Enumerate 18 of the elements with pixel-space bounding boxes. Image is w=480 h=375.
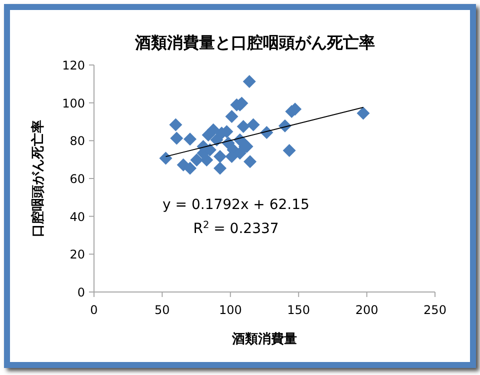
x-tick-label: 200 — [355, 303, 378, 317]
x-tick-label: 100 — [218, 303, 242, 317]
annotation: y = 0.1792x + 62.15 — [162, 197, 310, 213]
y-tick-label: 100 — [62, 96, 85, 110]
x-tick-label: 50 — [154, 303, 170, 317]
x-tick-label: 150 — [287, 303, 310, 317]
y-tick-label: 0 — [77, 286, 85, 300]
x-axis-title: 酒類消費量 — [231, 331, 297, 347]
y-tick-label: 120 — [62, 58, 85, 72]
y-tick-label: 20 — [70, 248, 85, 262]
y-tick-label: 60 — [70, 172, 85, 186]
y-axis-title: 口腔咽頭がん死亡率 — [30, 120, 46, 237]
x-tick-label: 250 — [424, 303, 446, 317]
x-tick-label: 0 — [90, 303, 98, 317]
chart-title: 酒類消費量と口腔咽頭がん死亡率 — [134, 33, 375, 52]
annotation: R$^{2}$ = 0.2337 — [193, 220, 279, 237]
y-tick-label: 80 — [70, 134, 85, 148]
y-tick-label: 40 — [70, 210, 85, 224]
